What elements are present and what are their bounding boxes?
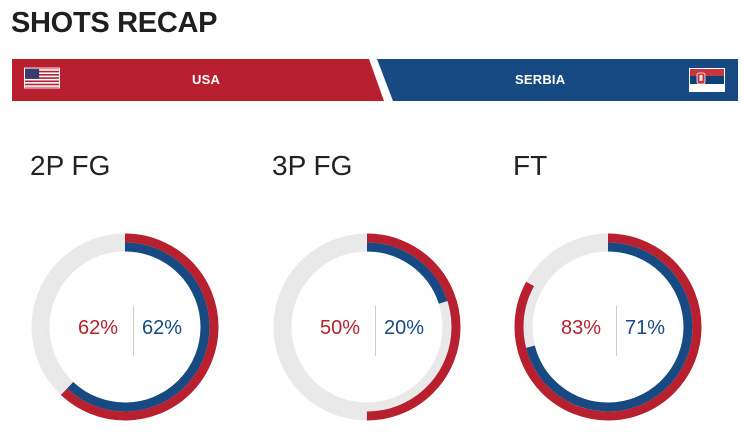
home-percentage: 50%: [320, 317, 361, 339]
teams-bar-background: [12, 59, 738, 101]
home-percentage: 62%: [78, 317, 119, 339]
donut-chart: [514, 233, 702, 421]
donut-chart: [273, 233, 461, 421]
stat-block-ft: FT 83% 71%: [513, 150, 713, 440]
serbia-flag-icon: [689, 68, 725, 92]
away-ring-arc: [282, 242, 452, 412]
stat-label: 3P FG: [272, 150, 353, 181]
home-team-band: [12, 59, 384, 101]
home-team-name: USA: [192, 72, 221, 87]
away-percentage: 71%: [625, 317, 666, 339]
usa-flag-icon: [24, 67, 60, 89]
teams-bar: USA SERBIA: [12, 59, 738, 101]
stat-block-3p-fg: 3P FG 50% 20%: [272, 150, 472, 440]
page-title: SHOTS RECAP: [11, 7, 218, 39]
away-team-band: [377, 59, 738, 101]
away-team-name: SERBIA: [515, 72, 566, 87]
away-percentage: 62%: [142, 317, 183, 339]
stat-divider: [375, 306, 376, 356]
home-ring-arc: [514, 233, 702, 421]
home-ring-arc: [31, 233, 219, 421]
stat-divider: [616, 306, 617, 356]
home-ring-arc: [273, 233, 461, 421]
stat-label: 2P FG: [30, 150, 111, 181]
home-percentage: 83%: [561, 317, 602, 339]
away-ring-arc: [523, 242, 693, 412]
donut-chart: [31, 233, 219, 421]
away-ring-arc: [40, 242, 210, 412]
stat-label: FT: [513, 150, 548, 181]
away-percentage: 20%: [384, 317, 425, 339]
stat-divider: [133, 306, 134, 356]
stat-block-2p-fg: 2P FG 62% 62%: [30, 150, 230, 440]
